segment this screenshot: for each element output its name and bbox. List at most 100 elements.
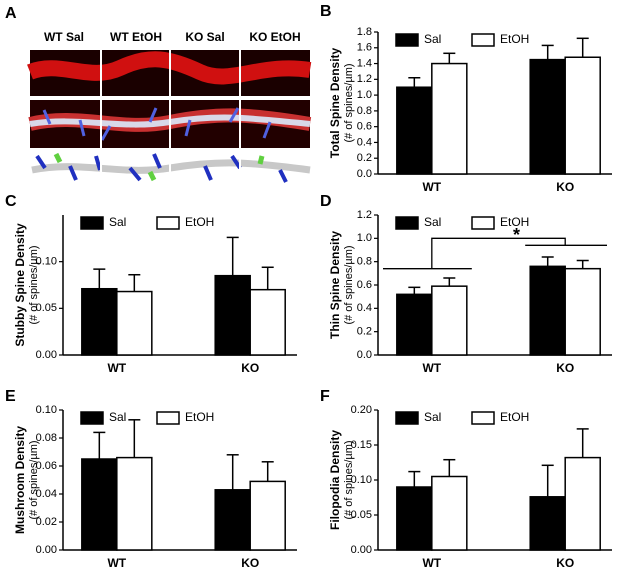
y-tick-label: 0.00	[36, 544, 57, 556]
bar	[529, 58, 566, 175]
panel-letter: F	[320, 388, 330, 405]
image-label: WT Sal	[44, 30, 84, 44]
x-tick-label: WT	[422, 556, 441, 570]
x-tick-label: WT	[107, 361, 126, 375]
legend-swatch	[471, 411, 495, 425]
legend-swatch	[156, 216, 180, 230]
legend-label: Sal	[424, 215, 441, 229]
y-tick-label: 0.10	[36, 404, 57, 416]
image-label: KO Sal	[185, 30, 224, 44]
y-axis-title: Mushroom Density	[13, 426, 27, 534]
x-tick-label: KO	[241, 556, 259, 570]
panel-a: A WT Sal WT EtOH KO Sal KO EtOH	[5, 5, 312, 185]
bar	[396, 293, 433, 356]
legend-swatch	[471, 216, 495, 230]
legend-swatch	[471, 33, 495, 47]
y-tick-label: 0.0	[357, 168, 372, 180]
x-tick-label: WT	[422, 361, 441, 375]
micrographs	[27, 50, 312, 185]
spines	[35, 153, 288, 183]
legend-swatch	[80, 411, 104, 425]
y-tick-label: 0.6	[357, 279, 372, 291]
y-tick-label: 0.10	[36, 256, 57, 268]
panel-letter: C	[5, 193, 17, 210]
chart-panel: B Total Spine Density (# of spines/µm) 0.0 0…	[320, 3, 612, 194]
x-tick-label: WT	[422, 180, 441, 194]
y-tick-label: 0.05	[36, 302, 57, 314]
bar	[529, 496, 566, 551]
y-axis-title: Stubby Spine Density	[13, 223, 27, 347]
legend-label: EtOH	[185, 410, 214, 424]
legend-label: Sal	[109, 410, 126, 424]
y-tick-label: 1.2	[357, 209, 372, 221]
y-tick-label: 0.05	[351, 509, 372, 521]
y-tick-label: 1.2	[357, 73, 372, 85]
spines	[53, 152, 265, 182]
bar	[431, 285, 468, 356]
bar	[214, 489, 251, 551]
y-tick-label: 0.15	[351, 439, 372, 451]
panel-letter: D	[320, 193, 332, 210]
x-tick-label: WT	[107, 556, 126, 570]
y-axis-unit: (# of spines/µm)	[343, 63, 355, 142]
legend-label: EtOH	[500, 32, 529, 46]
y-tick-label: 0.0	[357, 349, 372, 361]
bracket	[383, 237, 607, 270]
y-tick-label: 0.6	[357, 121, 372, 133]
chart-panel: E Mushroom Density (# of spines/µm) 0.00 0.0…	[5, 388, 297, 570]
y-axis-unit: (# of spines/µm)	[343, 440, 355, 519]
dendrite	[27, 51, 312, 85]
y-tick-label: 0.2	[357, 152, 372, 164]
bar	[564, 456, 601, 551]
y-tick-label: 0.08	[36, 432, 57, 444]
panel-letter: B	[320, 3, 332, 20]
y-axis-unit: (# of spines/µm)	[343, 245, 355, 324]
y-tick-label: 1.4	[357, 57, 372, 69]
legend-label: Sal	[424, 32, 441, 46]
y-tick-label: 0.10	[351, 474, 372, 486]
bar	[396, 86, 433, 175]
y-axis-title: Filopodia Density	[328, 430, 342, 530]
legend-swatch	[395, 216, 419, 230]
legend-label: Sal	[109, 215, 126, 229]
bar	[249, 480, 286, 551]
y-tick-label: 0.8	[357, 105, 372, 117]
y-axis-unit: (# of spines/µm)	[28, 245, 40, 324]
y-tick-label: 1.8	[357, 26, 372, 38]
bar	[81, 458, 118, 551]
x-tick-label: KO	[556, 361, 574, 375]
y-tick-label: 0.8	[357, 256, 372, 268]
legend-swatch	[80, 216, 104, 230]
bar	[116, 290, 153, 356]
legend-swatch	[156, 411, 180, 425]
x-tick-label: KO	[241, 361, 259, 375]
bar	[81, 287, 118, 356]
legend-swatch	[395, 33, 419, 47]
bar	[396, 486, 433, 551]
panel-letter: A	[5, 5, 17, 22]
y-tick-label: 0.06	[36, 460, 57, 472]
y-tick-label: 0.04	[36, 488, 57, 500]
y-tick-label: 1.0	[357, 89, 372, 101]
y-tick-label: 0.02	[36, 516, 57, 528]
y-tick-label: 0.00	[351, 544, 372, 556]
bar	[249, 288, 286, 356]
chart-panel: F Filopodia Density (# of spines/µm) 0.00 0.…	[320, 388, 612, 570]
x-tick-label: KO	[556, 180, 574, 194]
y-tick-label: 1.6	[357, 42, 372, 54]
legend-label: EtOH	[185, 215, 214, 229]
bar	[564, 267, 601, 356]
bar	[431, 475, 468, 551]
significance-marker: *	[513, 225, 520, 245]
bar	[116, 456, 153, 551]
y-tick-label: 0.20	[351, 404, 372, 416]
y-tick-label: 0.4	[357, 302, 372, 314]
bar	[564, 56, 601, 175]
image-label: KO EtOH	[249, 30, 300, 44]
y-tick-label: 0.4	[357, 136, 372, 148]
y-tick-label: 0.00	[36, 349, 57, 361]
y-tick-label: 0.2	[357, 326, 372, 338]
panel-letter: E	[5, 388, 16, 405]
